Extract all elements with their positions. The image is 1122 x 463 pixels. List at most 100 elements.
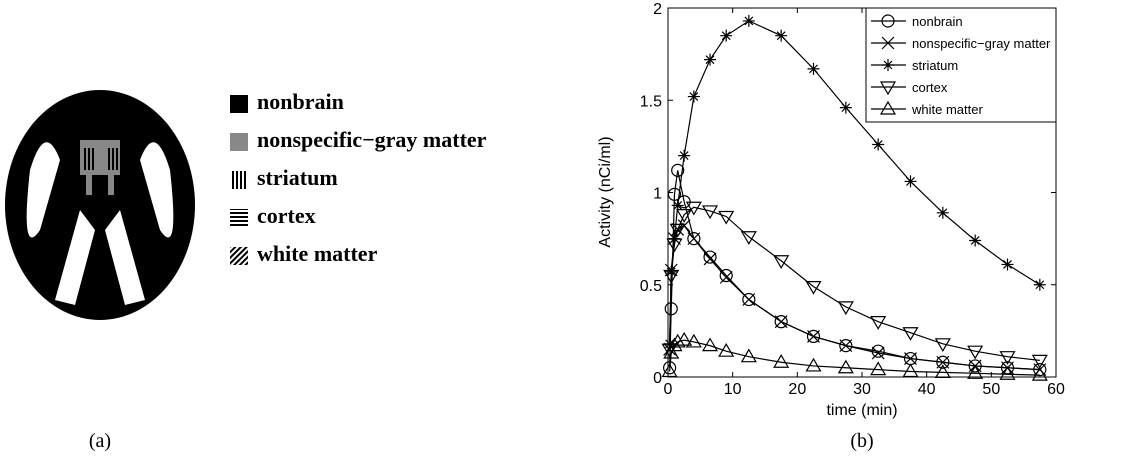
marker	[661, 363, 678, 378]
x-tick-label: 10	[724, 381, 742, 398]
marker	[807, 329, 820, 343]
marker	[934, 364, 951, 378]
marker	[742, 292, 756, 307]
marker	[718, 210, 735, 225]
marker	[773, 354, 790, 368]
marker	[740, 348, 757, 363]
marker	[999, 366, 1016, 380]
marker	[676, 209, 693, 223]
panel-a-legend: nonbrain nonspecific−gray matter striatu…	[230, 89, 487, 266]
brain-phantom	[5, 90, 195, 320]
marker	[1001, 258, 1014, 271]
marker	[805, 280, 822, 295]
marker	[839, 101, 852, 114]
marker	[837, 301, 854, 316]
x-tick-label: 20	[788, 381, 806, 398]
swatch	[230, 247, 248, 265]
marker	[879, 81, 897, 96]
y-axis-label: Activity (nCi/ml)	[597, 136, 614, 247]
x-axis-label: time (min)	[826, 402, 897, 419]
marker	[720, 29, 733, 42]
swatch	[230, 209, 248, 227]
marker	[807, 62, 820, 75]
series-line	[669, 206, 1040, 361]
legend-label: nonbrain	[257, 89, 344, 114]
y-tick-label: 1	[653, 186, 662, 203]
marker	[687, 232, 701, 246]
y-tick-label: 1.5	[640, 93, 662, 110]
marker	[936, 206, 949, 219]
marker	[881, 14, 895, 28]
legend-label: cortex	[912, 80, 948, 95]
legend-label: nonspecific−gray matter	[257, 127, 487, 152]
marker	[839, 339, 853, 353]
marker	[719, 270, 733, 284]
marker	[904, 175, 917, 188]
marker	[703, 252, 717, 266]
marker	[701, 337, 719, 352]
x-tick-label: 30	[853, 381, 871, 398]
marker	[967, 345, 984, 360]
marker	[687, 90, 700, 103]
marker	[671, 163, 685, 177]
x-tick-label: 60	[1047, 381, 1065, 398]
legend-label: white matter	[257, 241, 378, 266]
y-tick-label: 2	[653, 1, 662, 18]
marker	[663, 269, 680, 284]
marker	[676, 331, 693, 346]
legend-label: striatum	[257, 165, 338, 190]
marker	[871, 346, 885, 360]
y-tick-label: 0.5	[640, 278, 662, 295]
marker	[934, 338, 951, 352]
legend-label: striatum	[912, 58, 958, 73]
marker	[667, 187, 682, 201]
marker	[870, 316, 887, 330]
marker	[881, 36, 895, 50]
marker	[1031, 354, 1048, 369]
marker	[742, 14, 755, 27]
marker	[879, 100, 897, 115]
swatch	[230, 95, 248, 113]
marker	[678, 149, 691, 162]
marker	[663, 361, 677, 375]
marker	[1033, 363, 1047, 377]
x-tick-label: 0	[664, 381, 673, 398]
marker	[806, 329, 821, 344]
marker	[740, 231, 757, 245]
marker	[902, 327, 919, 341]
marker	[718, 342, 735, 357]
caption: (a)	[89, 430, 111, 452]
marker	[902, 363, 919, 378]
marker	[669, 223, 686, 238]
legend-label: nonbrain	[912, 14, 963, 29]
marker	[969, 234, 982, 247]
marker	[1033, 278, 1046, 291]
marker	[936, 355, 950, 369]
marker	[999, 351, 1016, 365]
x-tick-label: 40	[918, 381, 936, 398]
legend-label: white matter	[911, 102, 983, 117]
marker	[775, 29, 788, 42]
legend-label: nonspecific−gray matter	[912, 36, 1051, 51]
marker	[774, 315, 788, 329]
marker	[936, 355, 950, 369]
marker	[872, 138, 885, 151]
marker	[669, 333, 686, 348]
x-tick-label: 50	[982, 381, 1000, 398]
y-tick-label: 0	[653, 370, 662, 387]
marker	[904, 352, 917, 365]
marker	[666, 238, 683, 253]
marker	[703, 250, 717, 264]
marker	[870, 361, 887, 376]
marker	[837, 359, 854, 374]
swatch	[230, 133, 248, 151]
marker	[685, 333, 702, 348]
marker	[1031, 366, 1048, 381]
marker	[687, 232, 701, 246]
marker	[805, 357, 822, 372]
marker	[704, 53, 717, 66]
legend-label: cortex	[257, 203, 316, 228]
marker	[671, 199, 684, 212]
swatch	[230, 171, 248, 189]
